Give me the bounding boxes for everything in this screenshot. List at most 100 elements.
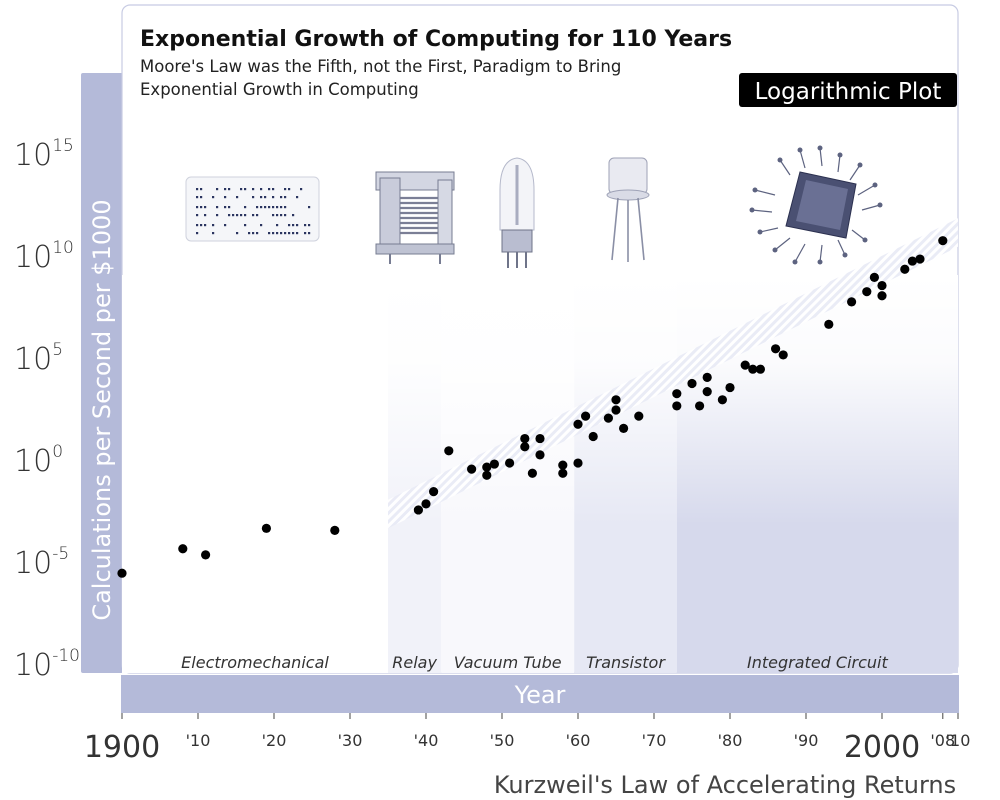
y-axis-band: Calculations per Second per $1000 [81,73,123,673]
era-icons [185,145,883,268]
data-point-27 [611,405,621,415]
data-point-12 [489,459,499,469]
data-point-8 [444,446,454,456]
y-tick-label-5: 10-10 [14,646,80,683]
data-point-10 [482,470,492,480]
y-tick-label-4: 10-5 [14,544,69,581]
y-tick-label-2: 105 [14,340,63,377]
log-plot-badge: Logarithmic Plot [739,73,957,107]
data-point-19 [558,468,568,478]
data-point-25 [603,413,614,423]
x-tick-label-12: '10 [946,731,971,750]
data-point-52 [938,236,948,246]
x-tick-label-8: '80 [718,731,743,750]
data-point-6 [421,499,431,509]
x-tick-label-9: '90 [794,731,819,750]
chart-subtitle-line-1: Moore's Law was the Fifth, not the First… [140,57,621,76]
data-point-1 [178,544,188,554]
x-tick-label-1: '10 [186,731,211,750]
data-point-47 [877,291,887,301]
era-backgrounds [122,275,958,673]
data-point-34 [702,372,712,382]
punch-card-icon [185,176,320,242]
data-point-5 [413,505,423,515]
x-tick-label-10: 2000 [844,730,920,765]
data-point-45 [862,287,872,297]
data-point-29 [634,411,644,421]
data-point-16 [527,468,538,478]
data-point-41 [771,344,781,354]
footer-caption: Kurzweil's Law of Accelerating Returns [494,771,956,799]
era-label-1: Relay [392,653,437,672]
data-point-33 [695,401,705,411]
y-tick-label-1: 1010 [14,238,74,275]
x-tick-label-3: '30 [338,731,363,750]
data-point-23 [581,411,591,421]
data-point-49 [900,264,910,274]
data-point-21 [573,419,583,429]
y-tick-labels: 1015 1010 105 100 10-5 10-10 [14,136,80,683]
data-point-15 [520,433,530,444]
x-tick-label-7: '70 [642,731,667,750]
badge-text: Logarithmic Plot [755,79,942,105]
x-axis-band: Year [121,675,959,713]
data-point-32 [687,378,697,389]
x-axis-label: Year [514,681,566,709]
data-point-40 [755,364,766,374]
era-background-fade [122,275,958,525]
era-label-4: Integrated Circuit [747,653,888,672]
data-point-35 [702,387,712,397]
data-point-22 [573,458,583,468]
data-point-31 [672,401,682,411]
title-block: Exponential Growth of Computing for 110 … [140,27,732,99]
data-point-48 [877,280,887,291]
data-point-9 [467,464,477,474]
relay-icon [375,171,455,264]
y-tick-label-0: 1015 [14,136,74,173]
vacuum-tube-icon [499,157,535,268]
x-tick-label-2: '20 [262,731,287,750]
x-tick-label-6: '60 [566,731,591,750]
data-point-0 [117,568,127,578]
transistor-icon [606,157,650,262]
data-point-18 [535,450,545,460]
integrated-circuit-icon [749,145,883,265]
x-tick-label-5: '50 [490,731,515,750]
x-tick-label-11: '08 [930,731,955,750]
x-tick-labels: 1900'10'20'30'40'50'60'70'80'90 2000'08'1… [84,713,971,765]
chart-subtitle-line-2: Exponential Growth in Computing [140,80,419,99]
data-point-14 [520,442,530,452]
data-point-50 [907,256,918,266]
data-point-20 [558,460,568,470]
y-axis-label: Calculations per Second per $1000 [88,199,116,620]
data-point-2 [201,550,211,560]
data-point-26 [611,395,621,405]
data-point-36 [717,395,728,405]
era-label-0: Electromechanical [181,653,329,672]
data-point-13 [505,458,515,468]
era-label-3: Transistor [586,653,666,672]
data-point-43 [824,319,834,329]
data-point-39 [748,364,758,374]
data-point-42 [778,350,788,360]
data-point-51 [915,254,925,264]
data-point-3 [261,523,271,533]
data-point-28 [619,423,629,433]
data-points [117,236,948,578]
era-label-2: Vacuum Tube [454,653,562,672]
data-point-11 [482,462,492,472]
data-point-30 [672,389,682,399]
data-point-46 [869,272,880,282]
data-point-44 [847,297,857,307]
data-point-4 [330,525,340,535]
x-tick-label-4: '40 [414,731,439,750]
era-labels: Electromechanical Relay Vacuum Tube Transis… [181,653,888,672]
data-point-7 [429,487,439,497]
trend-band [388,218,958,529]
x-tick-label-0: 1900 [84,730,160,765]
data-point-38 [740,360,750,370]
data-point-37 [725,382,735,393]
y-tick-label-3: 100 [14,442,63,479]
chart-title: Exponential Growth of Computing for 110 … [140,27,732,52]
